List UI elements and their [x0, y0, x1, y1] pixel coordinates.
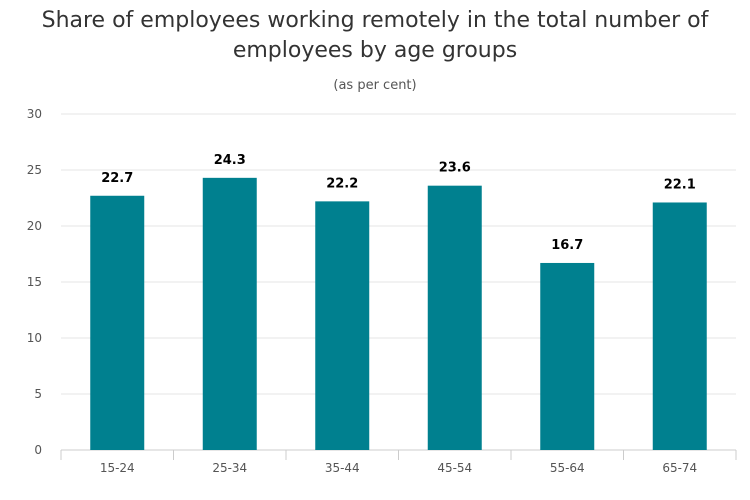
data-label: 23.6 [439, 161, 471, 176]
chart-title: Share of employees working remotely in t… [41, 8, 709, 63]
data-label: 16.7 [551, 238, 583, 253]
data-label: 22.2 [326, 176, 358, 191]
data-label: 24.3 [214, 153, 246, 168]
bar-55-64 [540, 262, 595, 450]
x-tick-label: 15-24 [100, 461, 135, 475]
data-label: 22.1 [664, 177, 696, 192]
x-tick-label: 55-64 [550, 461, 585, 475]
chart-subtitle: (as per cent) [333, 78, 417, 93]
y-tick-label: 5 [34, 387, 42, 401]
x-tick-label: 25-34 [212, 461, 247, 475]
bar-35-44 [315, 201, 370, 450]
bar-15-24 [90, 195, 145, 450]
bar-25-34 [202, 177, 257, 450]
x-tick-label: 45-54 [437, 461, 472, 475]
y-tick-label: 15 [27, 275, 42, 289]
y-tick-label: 10 [27, 331, 42, 345]
y-tick-label: 20 [27, 219, 42, 233]
y-tick-label: 0 [34, 443, 42, 457]
x-tick-label: 65-74 [662, 461, 697, 475]
y-tick-label: 30 [27, 107, 42, 121]
x-tick-label: 35-44 [325, 461, 360, 475]
y-tick-label: 25 [27, 163, 42, 177]
bar-65-74 [652, 202, 707, 450]
bar-45-54 [427, 185, 482, 450]
data-label: 22.7 [101, 171, 133, 186]
